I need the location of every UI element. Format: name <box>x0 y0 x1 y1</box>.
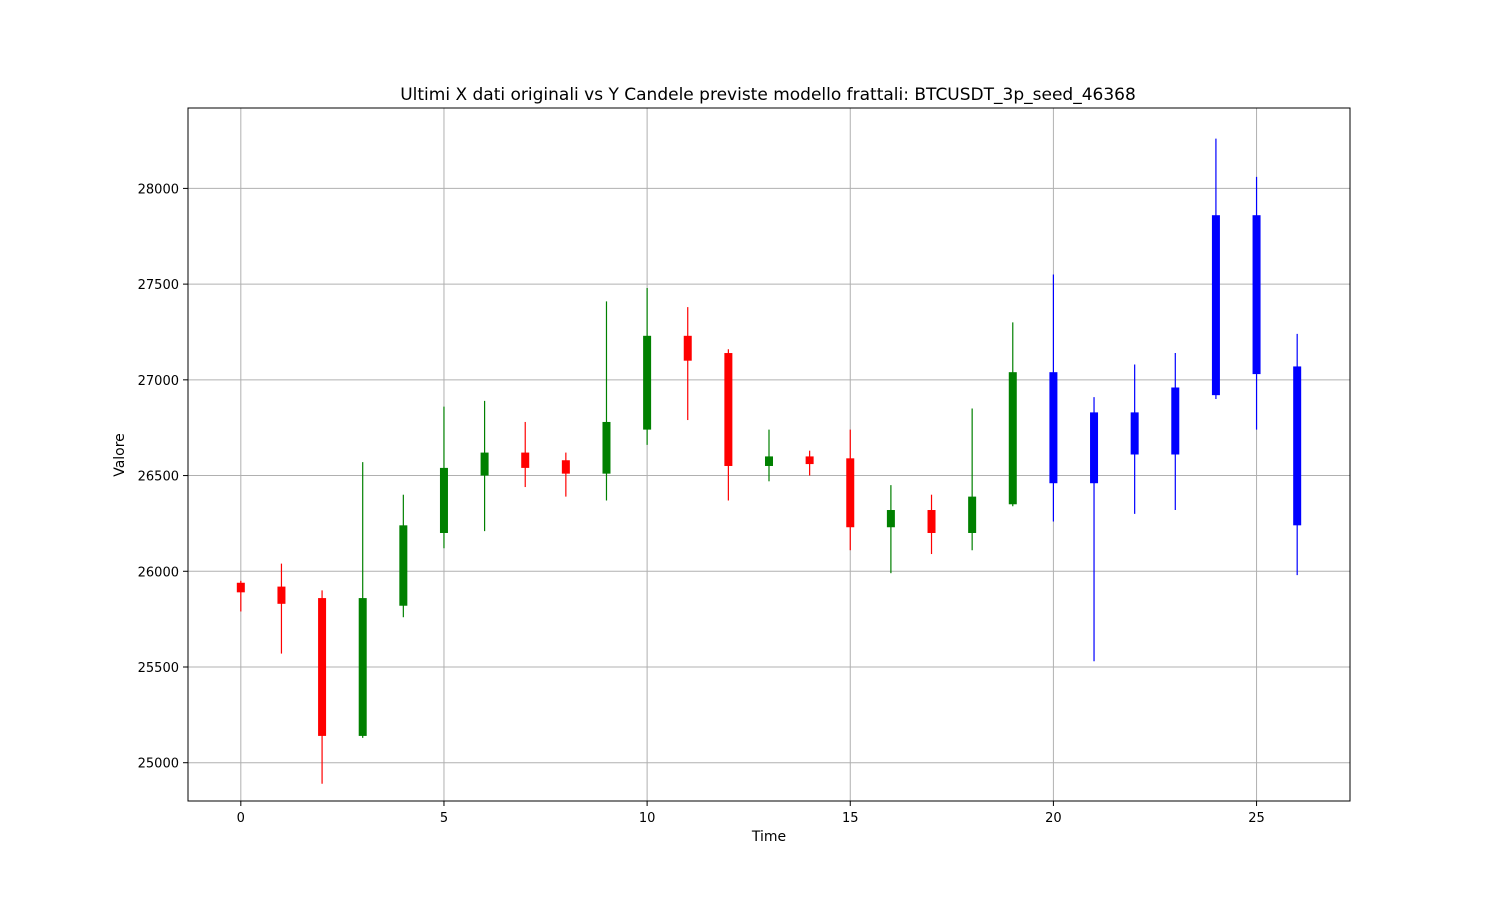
candle-body <box>805 456 814 465</box>
candle-down <box>236 580 245 612</box>
candle-up <box>358 462 367 738</box>
chart-title: Ultimi X dati originali vs Y Candele pre… <box>400 85 1136 105</box>
candle-body <box>1293 366 1302 526</box>
candle-predicted <box>1211 138 1220 399</box>
candle-up <box>602 301 611 501</box>
candle-up <box>439 406 448 549</box>
y-tick-label: 27500 <box>138 278 179 293</box>
y-tick-label: 25000 <box>138 757 179 772</box>
candle-body <box>521 452 530 468</box>
x-tick-label: 10 <box>639 811 656 826</box>
candle-up <box>765 429 773 482</box>
candle-body <box>1008 372 1017 505</box>
candle-up <box>480 400 489 532</box>
candle-predicted <box>1293 333 1302 576</box>
candle-body <box>968 496 977 533</box>
candle-body <box>683 335 692 361</box>
candle-down <box>561 452 570 497</box>
candle-body <box>236 582 245 593</box>
candle-predicted <box>1252 176 1261 430</box>
candle-body <box>765 456 773 466</box>
x-tick-label: 25 <box>1248 811 1265 826</box>
candle-body <box>480 452 489 476</box>
candle-predicted <box>1090 397 1099 662</box>
candle-body <box>1130 412 1139 455</box>
candle-up <box>886 485 895 574</box>
candle-body <box>1049 372 1058 484</box>
candle-down <box>683 307 692 421</box>
x-axis-ticks: 0 5 10 15 20 25 <box>237 801 1265 826</box>
candle-down <box>277 563 286 654</box>
plot-frame <box>187 107 1351 802</box>
y-tick-label: 28000 <box>138 182 179 197</box>
candle-body <box>886 510 895 528</box>
candle-body <box>724 353 733 466</box>
candle-body <box>399 525 408 606</box>
candle-body <box>927 510 936 533</box>
x-tick-label: 15 <box>842 811 859 826</box>
candle-body <box>846 458 855 528</box>
candle-predicted <box>1171 353 1180 511</box>
candle-body <box>602 421 611 474</box>
candle-body <box>1211 215 1220 396</box>
candle-body <box>1252 215 1261 375</box>
candle-up <box>968 408 977 551</box>
candle-down <box>318 590 327 784</box>
candle-down <box>927 494 936 555</box>
y-axis-ticks: 25000 25500 26000 26500 27000 27500 28000 <box>138 182 188 772</box>
candle-body <box>1171 387 1180 455</box>
x-tick-label: 0 <box>237 811 245 826</box>
x-axis-label: Time <box>751 829 786 845</box>
candle-down <box>724 349 733 501</box>
y-tick-label: 26000 <box>138 565 179 580</box>
candle-body <box>358 598 367 736</box>
candle-predicted <box>1130 364 1139 514</box>
candle-down <box>521 421 530 488</box>
candle-body <box>1090 412 1099 484</box>
candle-body <box>643 335 652 430</box>
candle-body <box>277 586 286 604</box>
candle-predicted <box>1049 274 1058 522</box>
candle-up <box>399 494 408 618</box>
x-tick-label: 20 <box>1045 811 1062 826</box>
candle-down <box>805 450 814 476</box>
y-tick-label: 25500 <box>138 661 179 676</box>
y-tick-label: 26500 <box>138 470 179 485</box>
candles <box>236 138 1302 784</box>
candle-up <box>643 287 652 445</box>
candle-body <box>439 467 448 533</box>
candle-body <box>318 598 327 736</box>
x-tick-label: 5 <box>440 811 448 826</box>
candle-down <box>846 429 855 551</box>
candle-body <box>561 460 570 474</box>
candle-up <box>1008 322 1017 507</box>
y-axis-label: Valore <box>112 433 128 477</box>
y-tick-label: 27000 <box>138 374 179 389</box>
